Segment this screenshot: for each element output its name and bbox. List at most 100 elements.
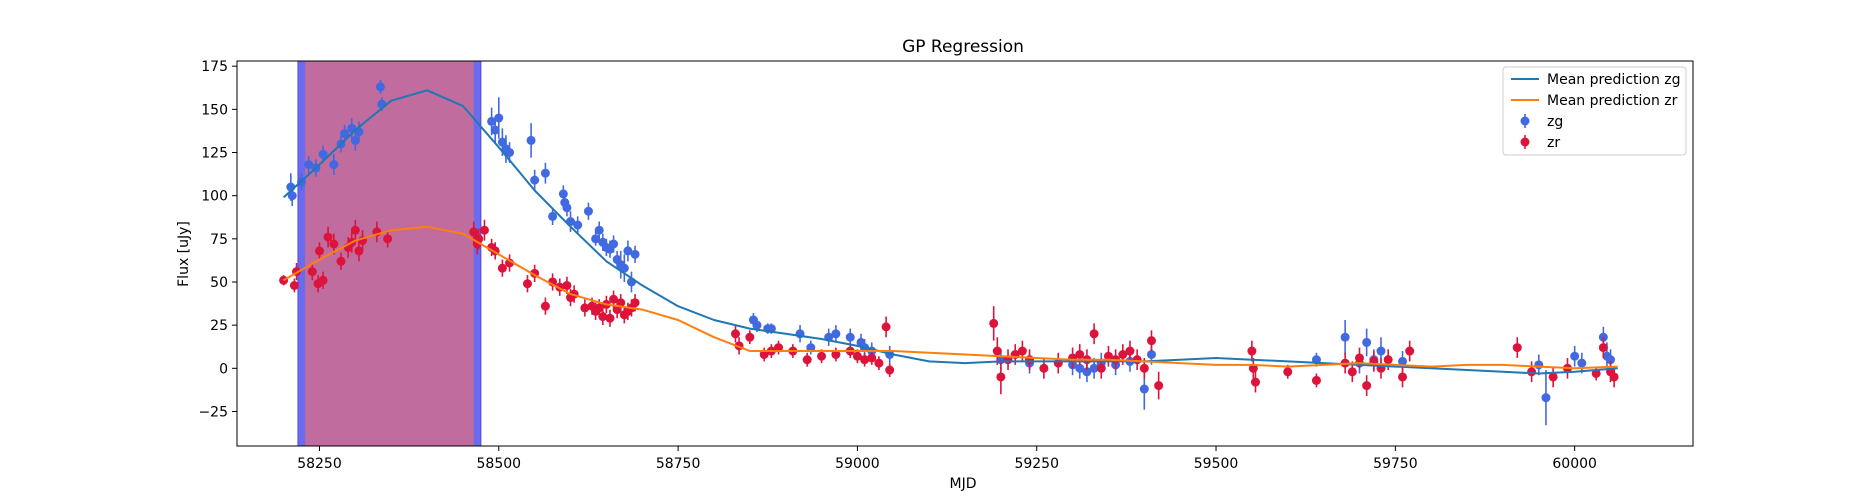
data-point — [1146, 349, 1156, 359]
data-point — [1089, 363, 1099, 373]
data-point — [1609, 372, 1619, 382]
data-point — [1139, 363, 1149, 373]
data-point — [1039, 363, 1049, 373]
data-point — [562, 203, 572, 213]
data-point — [598, 312, 608, 322]
data-point — [304, 160, 314, 170]
data-point — [1075, 349, 1085, 359]
data-point — [1606, 355, 1616, 365]
data-point — [867, 353, 877, 363]
data-point — [1139, 384, 1149, 394]
data-point — [609, 294, 619, 304]
data-point — [350, 225, 360, 235]
data-point — [774, 343, 784, 353]
data-point — [526, 135, 536, 145]
data-point — [1017, 346, 1027, 356]
data-point — [730, 329, 740, 339]
data-point — [1354, 353, 1364, 363]
data-point — [630, 249, 640, 259]
data-point — [497, 263, 507, 273]
y-tick-label: 50 — [210, 275, 228, 291]
x-tick-label: 59500 — [1194, 456, 1239, 472]
data-point — [1089, 329, 1099, 339]
data-point — [860, 355, 870, 365]
y-tick-label: 150 — [201, 102, 228, 118]
data-point — [1154, 381, 1164, 391]
data-point — [1541, 393, 1551, 403]
data-point — [831, 349, 841, 359]
x-tick-label: 59000 — [835, 456, 880, 472]
x-tick-label: 59750 — [1373, 456, 1418, 472]
data-point — [289, 280, 299, 290]
data-point — [1118, 349, 1128, 359]
data-point — [874, 358, 884, 368]
legend: Mean prediction zg Mean prediction zr zg zr — [1502, 66, 1687, 156]
y-tick-label: 100 — [201, 189, 228, 205]
data-point — [350, 135, 360, 145]
data-point — [1527, 367, 1537, 377]
data-point — [318, 275, 328, 285]
data-point — [1405, 346, 1415, 356]
data-point — [605, 313, 615, 323]
data-point — [609, 239, 619, 249]
data-point — [630, 298, 640, 308]
data-point — [1362, 337, 1372, 347]
data-point — [318, 149, 328, 159]
data-point — [1082, 367, 1092, 377]
legend-frame — [1502, 66, 1687, 156]
data-point — [1398, 372, 1408, 382]
data-point — [340, 129, 350, 139]
data-point — [619, 263, 629, 273]
data-point — [1598, 343, 1608, 353]
data-point — [307, 267, 317, 277]
data-point — [583, 206, 593, 216]
data-point — [469, 227, 479, 237]
series-zg — [286, 79, 1616, 426]
data-point — [1125, 346, 1135, 356]
data-point — [612, 305, 622, 315]
data-point — [885, 365, 895, 375]
data-point — [1347, 367, 1357, 377]
data-point — [1250, 377, 1260, 387]
y-tick-label: 175 — [201, 59, 228, 75]
data-point — [540, 301, 550, 311]
data-point — [623, 246, 633, 256]
data-point — [1383, 355, 1393, 365]
data-point — [1570, 351, 1580, 361]
data-point — [802, 355, 812, 365]
data-point — [992, 346, 1002, 356]
data-point — [354, 246, 364, 256]
data-point — [1512, 343, 1522, 353]
data-point — [490, 125, 500, 135]
data-point — [996, 372, 1006, 382]
data-point — [287, 191, 297, 201]
data-point — [1103, 351, 1113, 361]
data-point — [522, 279, 532, 289]
data-point — [487, 116, 497, 126]
data-point — [497, 137, 507, 147]
data-point — [505, 148, 515, 158]
data-point — [1577, 358, 1587, 368]
data-point — [1398, 356, 1408, 366]
data-point — [1340, 332, 1350, 342]
data-point — [759, 349, 769, 359]
data-point — [1247, 346, 1257, 356]
data-point — [831, 329, 841, 339]
legend-label: Mean prediction zg — [1547, 72, 1681, 88]
data-point — [1311, 375, 1321, 385]
data-point — [329, 239, 339, 249]
data-point — [558, 189, 568, 199]
data-point — [752, 320, 762, 330]
data-point — [591, 234, 601, 244]
data-point — [375, 82, 385, 92]
axes-frame — [236, 60, 1694, 447]
data-point — [314, 246, 324, 256]
data-point — [845, 332, 855, 342]
data-point — [881, 322, 891, 332]
legend-marker — [1520, 137, 1530, 147]
data-point — [594, 225, 604, 235]
y-axis-label: Flux [uJy] — [176, 221, 192, 287]
data-point — [562, 280, 572, 290]
data-point — [329, 160, 339, 170]
